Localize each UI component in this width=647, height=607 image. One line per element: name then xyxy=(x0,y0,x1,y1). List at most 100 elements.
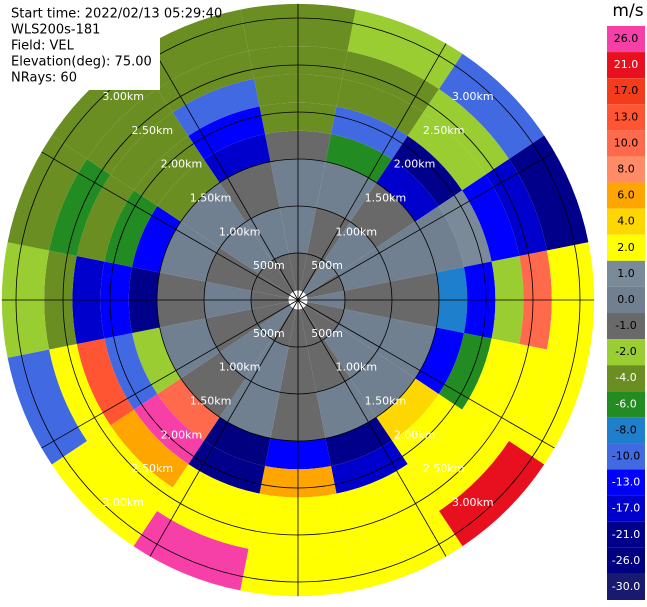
cell xyxy=(76,338,134,426)
range-ring xyxy=(203,205,393,395)
colorbar-label: 0.0 xyxy=(617,293,635,306)
cell xyxy=(337,247,391,291)
range-label: 1.00km xyxy=(335,225,377,238)
range-label: 2.50km xyxy=(132,124,174,137)
cell xyxy=(325,134,393,183)
colorbar-swatch xyxy=(607,78,645,105)
cell xyxy=(305,273,345,299)
cell xyxy=(205,309,259,353)
range-ring xyxy=(109,111,487,489)
cell xyxy=(271,253,297,293)
range-label: 500m xyxy=(311,327,343,340)
cell xyxy=(245,207,289,261)
cell xyxy=(307,339,351,393)
cell xyxy=(180,352,246,418)
cell xyxy=(324,221,377,274)
colorbar-label: -26.0 xyxy=(612,554,640,567)
cell xyxy=(299,307,325,347)
range-label: 1.50km xyxy=(190,395,232,408)
cell xyxy=(415,205,464,273)
header-line: Elevation(deg): 75.00 xyxy=(11,55,152,70)
cell xyxy=(203,417,271,466)
header-line: NRays: 60 xyxy=(11,71,77,86)
spoke xyxy=(297,151,555,301)
cell xyxy=(376,318,437,379)
cell xyxy=(110,112,189,191)
spoke xyxy=(297,43,447,301)
colorbar-label: -30.0 xyxy=(612,580,640,593)
range-ring xyxy=(62,64,534,536)
cells xyxy=(1,3,595,597)
cell xyxy=(303,305,338,340)
header-line: Start time: 2022/02/13 05:29:40 xyxy=(11,7,222,22)
cell xyxy=(245,339,289,393)
grid: 500m 500m 500m 500m 1.00km 1.00km 1.00km 1.00km… xyxy=(1,3,595,597)
colorbar-label: 21.0 xyxy=(614,58,639,71)
colorbar-swatch xyxy=(607,156,645,183)
cell xyxy=(258,305,293,340)
cell xyxy=(303,260,338,295)
colorbar-swatch xyxy=(607,286,645,313)
cell xyxy=(219,161,280,222)
colorbar-swatch xyxy=(607,52,645,79)
colorbar-swatch xyxy=(607,547,645,574)
colorbar-swatch xyxy=(607,573,645,600)
colorbar-swatch xyxy=(607,391,645,418)
cell xyxy=(203,134,271,183)
cell xyxy=(76,174,134,262)
cell xyxy=(407,112,486,191)
range-label: 1.00km xyxy=(219,361,261,374)
colorbar-swatch xyxy=(607,443,645,470)
range-label: 500m xyxy=(253,327,285,340)
colorbar-label: -13.0 xyxy=(612,476,640,489)
cell xyxy=(376,221,437,282)
cell xyxy=(462,174,520,262)
colorbar-label: 6.0 xyxy=(617,189,635,202)
colorbar-swatch xyxy=(607,417,645,444)
cell xyxy=(219,221,272,274)
colorbar-label: 26.0 xyxy=(614,32,639,45)
range-label: 3.00km xyxy=(102,496,144,509)
colorbar-label: 4.0 xyxy=(617,215,635,228)
range-label: 2.50km xyxy=(132,462,174,475)
range-label: 1.00km xyxy=(335,361,377,374)
colorbar-swatch xyxy=(607,495,645,522)
colorbar-label: -17.0 xyxy=(612,502,640,515)
range-label: 1.50km xyxy=(365,395,407,408)
colorbar-swatch xyxy=(607,234,645,261)
colorbar-label: -21.0 xyxy=(612,528,640,541)
cell xyxy=(307,207,351,261)
cell xyxy=(337,309,391,353)
cell xyxy=(423,425,510,512)
colorbar-swatch xyxy=(607,104,645,131)
colorbar-label: 8.0 xyxy=(617,163,635,176)
cell xyxy=(110,409,189,488)
range-label: 2.50km xyxy=(423,462,465,475)
range-label: 2.50km xyxy=(423,124,465,137)
cell xyxy=(299,253,325,293)
spoke xyxy=(297,299,555,449)
cell xyxy=(376,159,439,222)
spoke xyxy=(297,299,447,557)
cell xyxy=(350,182,416,248)
cell xyxy=(258,260,293,295)
cell xyxy=(439,441,545,547)
colorbar-label: -4.0 xyxy=(615,371,636,384)
cell xyxy=(159,318,220,379)
cell xyxy=(336,464,424,522)
range-ring xyxy=(15,17,581,583)
cell xyxy=(415,327,464,395)
range-label: 2.00km xyxy=(394,428,436,441)
range-label: 2.00km xyxy=(161,428,203,441)
header-line: Field: VEL xyxy=(11,39,75,54)
cell xyxy=(219,326,272,379)
colorbar-swatch xyxy=(607,339,645,366)
cell xyxy=(305,301,345,327)
header-line: WLS200s-181 xyxy=(11,23,100,38)
range-label: 3.00km xyxy=(452,496,494,509)
cell xyxy=(324,326,377,379)
cell xyxy=(219,378,280,439)
cell xyxy=(376,378,439,441)
colorbar-label: 17.0 xyxy=(614,84,639,97)
